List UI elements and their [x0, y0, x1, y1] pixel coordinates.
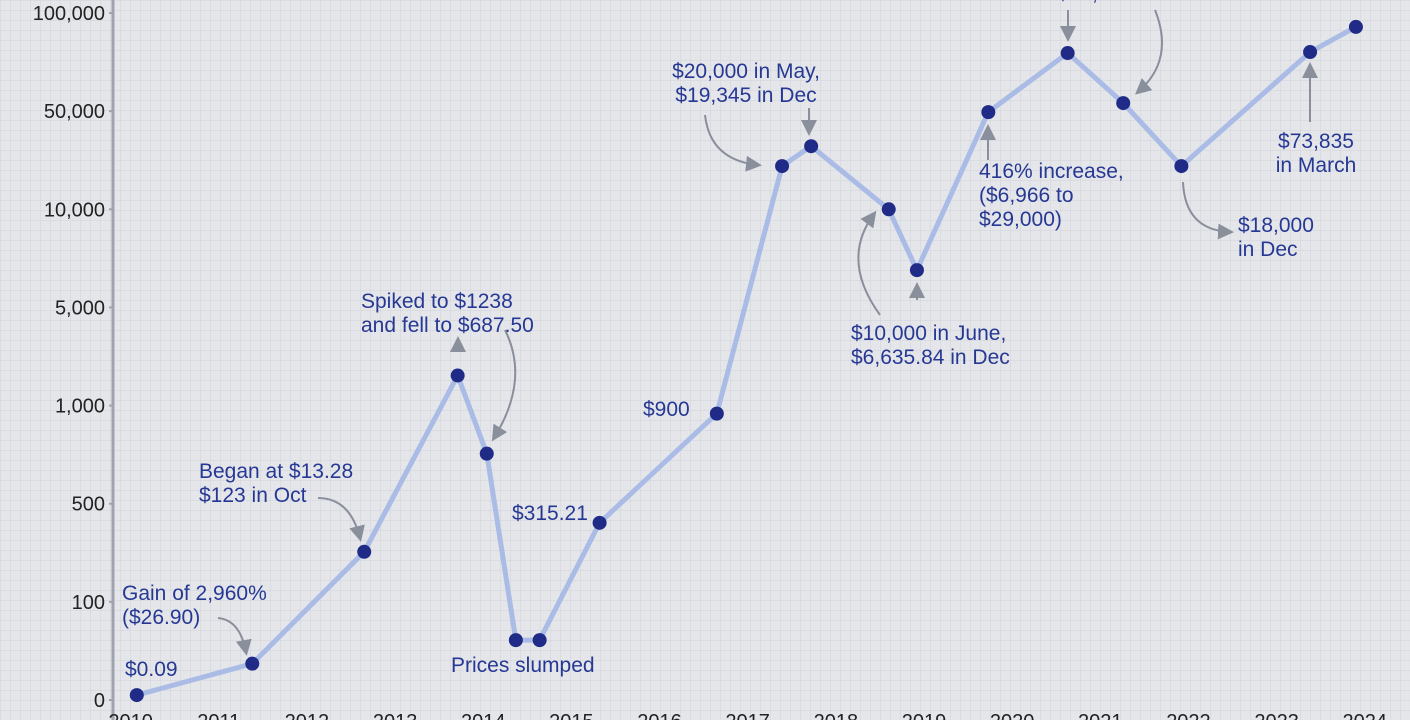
data-point — [775, 159, 790, 174]
data-point — [592, 515, 607, 530]
annotation: $19,245 in Dec — [1057, 0, 1198, 5]
data-point — [508, 633, 523, 648]
data-point — [1116, 96, 1131, 111]
annotation: ($6,966 to — [979, 184, 1074, 207]
data-point — [1174, 159, 1189, 174]
annotation: Gain of 2,960% — [122, 582, 267, 605]
y-tick-label: 100,000 — [33, 3, 105, 25]
x-tick-label: 2021 — [1078, 711, 1123, 720]
x-tick-label: 2014 — [461, 711, 506, 720]
y-tick-label: 10,000 — [44, 199, 105, 221]
x-tick-label: 2022 — [1166, 711, 1211, 720]
annotation: November — [1286, 0, 1383, 5]
annotation: $123 in Oct — [199, 484, 307, 507]
data-point — [1303, 45, 1318, 60]
data-point — [804, 139, 819, 154]
y-tick-label: 50,000 — [44, 101, 105, 123]
x-tick-label: 2010 — [108, 711, 153, 720]
y-tick-label: 0 — [94, 690, 105, 712]
x-tick-label: 2013 — [373, 711, 418, 720]
annotation: $29,000) — [979, 208, 1062, 231]
annotation: ($26.90) — [122, 606, 200, 629]
annotation: 416% increase, — [979, 160, 1124, 183]
annotation: $73,835 — [1278, 130, 1354, 153]
annotation: in Dec — [1238, 238, 1298, 261]
data-point — [881, 202, 896, 217]
data-point — [981, 105, 996, 120]
annotation: $6,635.84 in Dec — [851, 346, 1010, 369]
data-point — [1348, 19, 1363, 34]
data-point — [909, 263, 924, 278]
y-tick-label: 5,000 — [55, 297, 105, 319]
data-point — [479, 446, 494, 461]
annotation: $315.21 — [512, 502, 588, 525]
annotation: $20,000 in May, — [672, 60, 820, 83]
x-tick-label: 2012 — [285, 711, 330, 720]
x-tick-label: 2019 — [902, 711, 947, 720]
annotation: and fell to $687.50 — [361, 314, 534, 337]
y-tick-label: 500 — [72, 494, 105, 516]
data-point — [709, 406, 724, 421]
annotation: $900 — [643, 398, 690, 421]
x-tick-label: 2023 — [1254, 711, 1299, 720]
annotation-arrows — [217, 9, 1318, 656]
x-tick-label: 2016 — [637, 711, 682, 720]
annotation: Spiked to $1238 — [361, 290, 513, 313]
data-point — [1060, 46, 1075, 61]
data-point — [532, 633, 547, 648]
annotation: $19,345 in Dec — [675, 84, 816, 107]
y-tick-label: 100 — [72, 592, 105, 614]
annotation: Began at $13.28 — [199, 460, 353, 483]
x-tick-label: 2018 — [814, 711, 859, 720]
y-tick-label: 1,000 — [55, 396, 105, 418]
x-tick-label: 2017 — [725, 711, 770, 720]
annotation: in March — [1276, 154, 1357, 177]
data-point — [450, 368, 465, 383]
x-tick-label: 2015 — [549, 711, 594, 720]
annotation: $10,000 in June, — [851, 322, 1006, 345]
annotation: $18,000 — [1238, 214, 1314, 237]
data-point — [245, 656, 260, 671]
data-point — [129, 688, 144, 703]
annotation: $0.09 — [125, 658, 178, 681]
x-tick-label: 2020 — [990, 711, 1035, 720]
data-point — [357, 544, 372, 559]
annotation: Prices slumped — [451, 654, 595, 677]
x-tick-label: 2024 — [1342, 711, 1387, 720]
x-tick-label: 2011 — [197, 711, 240, 720]
